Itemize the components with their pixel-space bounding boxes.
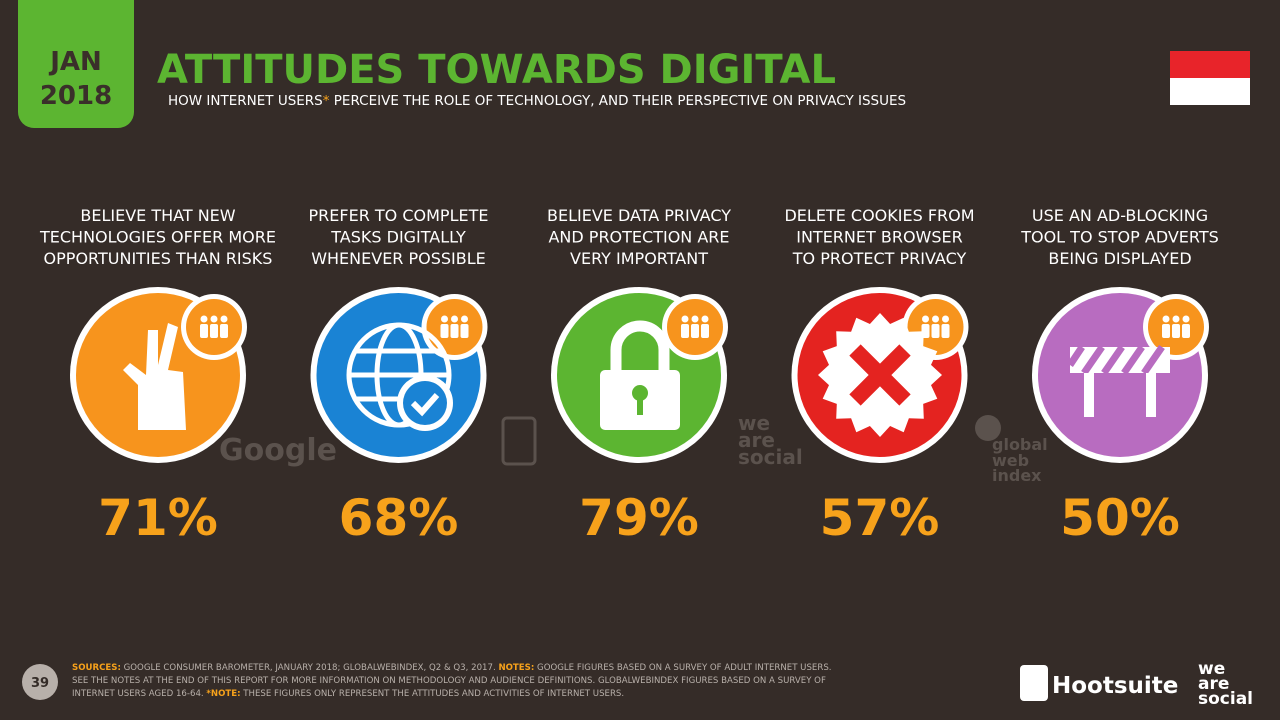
hootsuite-logo: Hootsuite xyxy=(1052,673,1178,699)
item-label: VERY IMPORTANT xyxy=(570,249,708,268)
item-label: INTERNET BROWSER xyxy=(796,228,963,247)
people-icon xyxy=(440,315,469,338)
text: GOOGLE CONSUMER BAROMETER, JANUARY 2018;… xyxy=(120,663,499,673)
item-label: PREFER TO COMPLETE xyxy=(309,206,489,225)
text: THESE FIGURES ONLY REPRESENT THE ATTITUD… xyxy=(240,689,625,699)
icon-cookie-x xyxy=(818,313,942,437)
watermark: social xyxy=(738,445,803,469)
item-label: BEING DISPLAYED xyxy=(1048,249,1191,268)
item-label: BELIEVE THAT NEW xyxy=(80,206,235,225)
watermark: are xyxy=(738,428,775,452)
item-label: AND PROTECTION ARE xyxy=(548,228,729,247)
flag-top xyxy=(1170,51,1250,78)
footer-notes: SOURCES: GOOGLE CONSUMER BAROMETER, JANU… xyxy=(72,662,842,701)
item-label: TO PROTECT PRIVACY xyxy=(792,249,967,268)
watermark: Google xyxy=(219,433,337,468)
item-value: 50% xyxy=(1060,489,1180,547)
was-logo: social xyxy=(1198,689,1253,709)
icon-hand xyxy=(123,323,186,430)
badge-month: JAN xyxy=(48,47,102,77)
label: *NOTE: xyxy=(206,689,241,699)
subtitle-start: HOW INTERNET USERS xyxy=(168,93,323,109)
was-logo: we xyxy=(1198,659,1225,679)
label: SOURCES: xyxy=(72,663,121,673)
item-label: USE AN AD-BLOCKING xyxy=(1032,206,1208,225)
badge-year: 2018 xyxy=(40,81,112,111)
watermark: web xyxy=(992,451,1029,470)
watermark: index xyxy=(992,466,1042,485)
icon-globe xyxy=(346,322,453,431)
watermark: global xyxy=(992,435,1048,454)
item-label: TOOL TO STOP ADVERTS xyxy=(1020,228,1219,247)
item-value: 68% xyxy=(339,489,459,547)
watermark: we xyxy=(738,411,770,435)
item-label: BELIEVE DATA PRIVACY xyxy=(547,206,731,225)
people-icon xyxy=(921,315,950,338)
item-label: OPPORTUNITIES THAN RISKS xyxy=(44,249,273,268)
item-label: WHENEVER POSSIBLE xyxy=(311,249,486,268)
subtitle-end: PERCEIVE THE ROLE OF TECHNOLOGY, AND THE… xyxy=(330,93,907,109)
icon-barrier xyxy=(1067,345,1170,417)
text: GOOGLE FIGURES BASED ON A SURVEY OF ADUL… xyxy=(72,663,832,699)
page-number: 39 xyxy=(31,676,49,691)
was-logo: are xyxy=(1198,674,1229,694)
people-icon xyxy=(681,315,709,338)
title: ATTITUDES TOWARDS DIGITAL xyxy=(157,47,836,93)
icon-lock xyxy=(600,320,680,430)
subtitle: HOW INTERNET USERS* PERCEIVE THE ROLE OF… xyxy=(168,93,906,109)
item-label: TASKS DIGITALLY xyxy=(330,228,466,247)
people-icon xyxy=(1162,315,1190,338)
label: NOTES: xyxy=(498,663,535,673)
owl-watermark xyxy=(501,416,537,466)
date-badge xyxy=(18,0,134,128)
item-label: DELETE COOKIES FROM xyxy=(784,206,974,225)
subtitle-mark: * xyxy=(323,93,330,109)
flag-bottom xyxy=(1170,78,1250,105)
page-number-badge xyxy=(22,664,58,700)
people-icon xyxy=(200,315,228,338)
gwi-watermark xyxy=(975,415,1001,441)
item-label: TECHNOLOGIES OFFER MORE xyxy=(39,228,276,247)
item-value: 71% xyxy=(98,489,218,547)
hootsuite-owl xyxy=(1020,665,1048,701)
item-value: 57% xyxy=(820,489,940,547)
item-value: 79% xyxy=(579,489,699,547)
